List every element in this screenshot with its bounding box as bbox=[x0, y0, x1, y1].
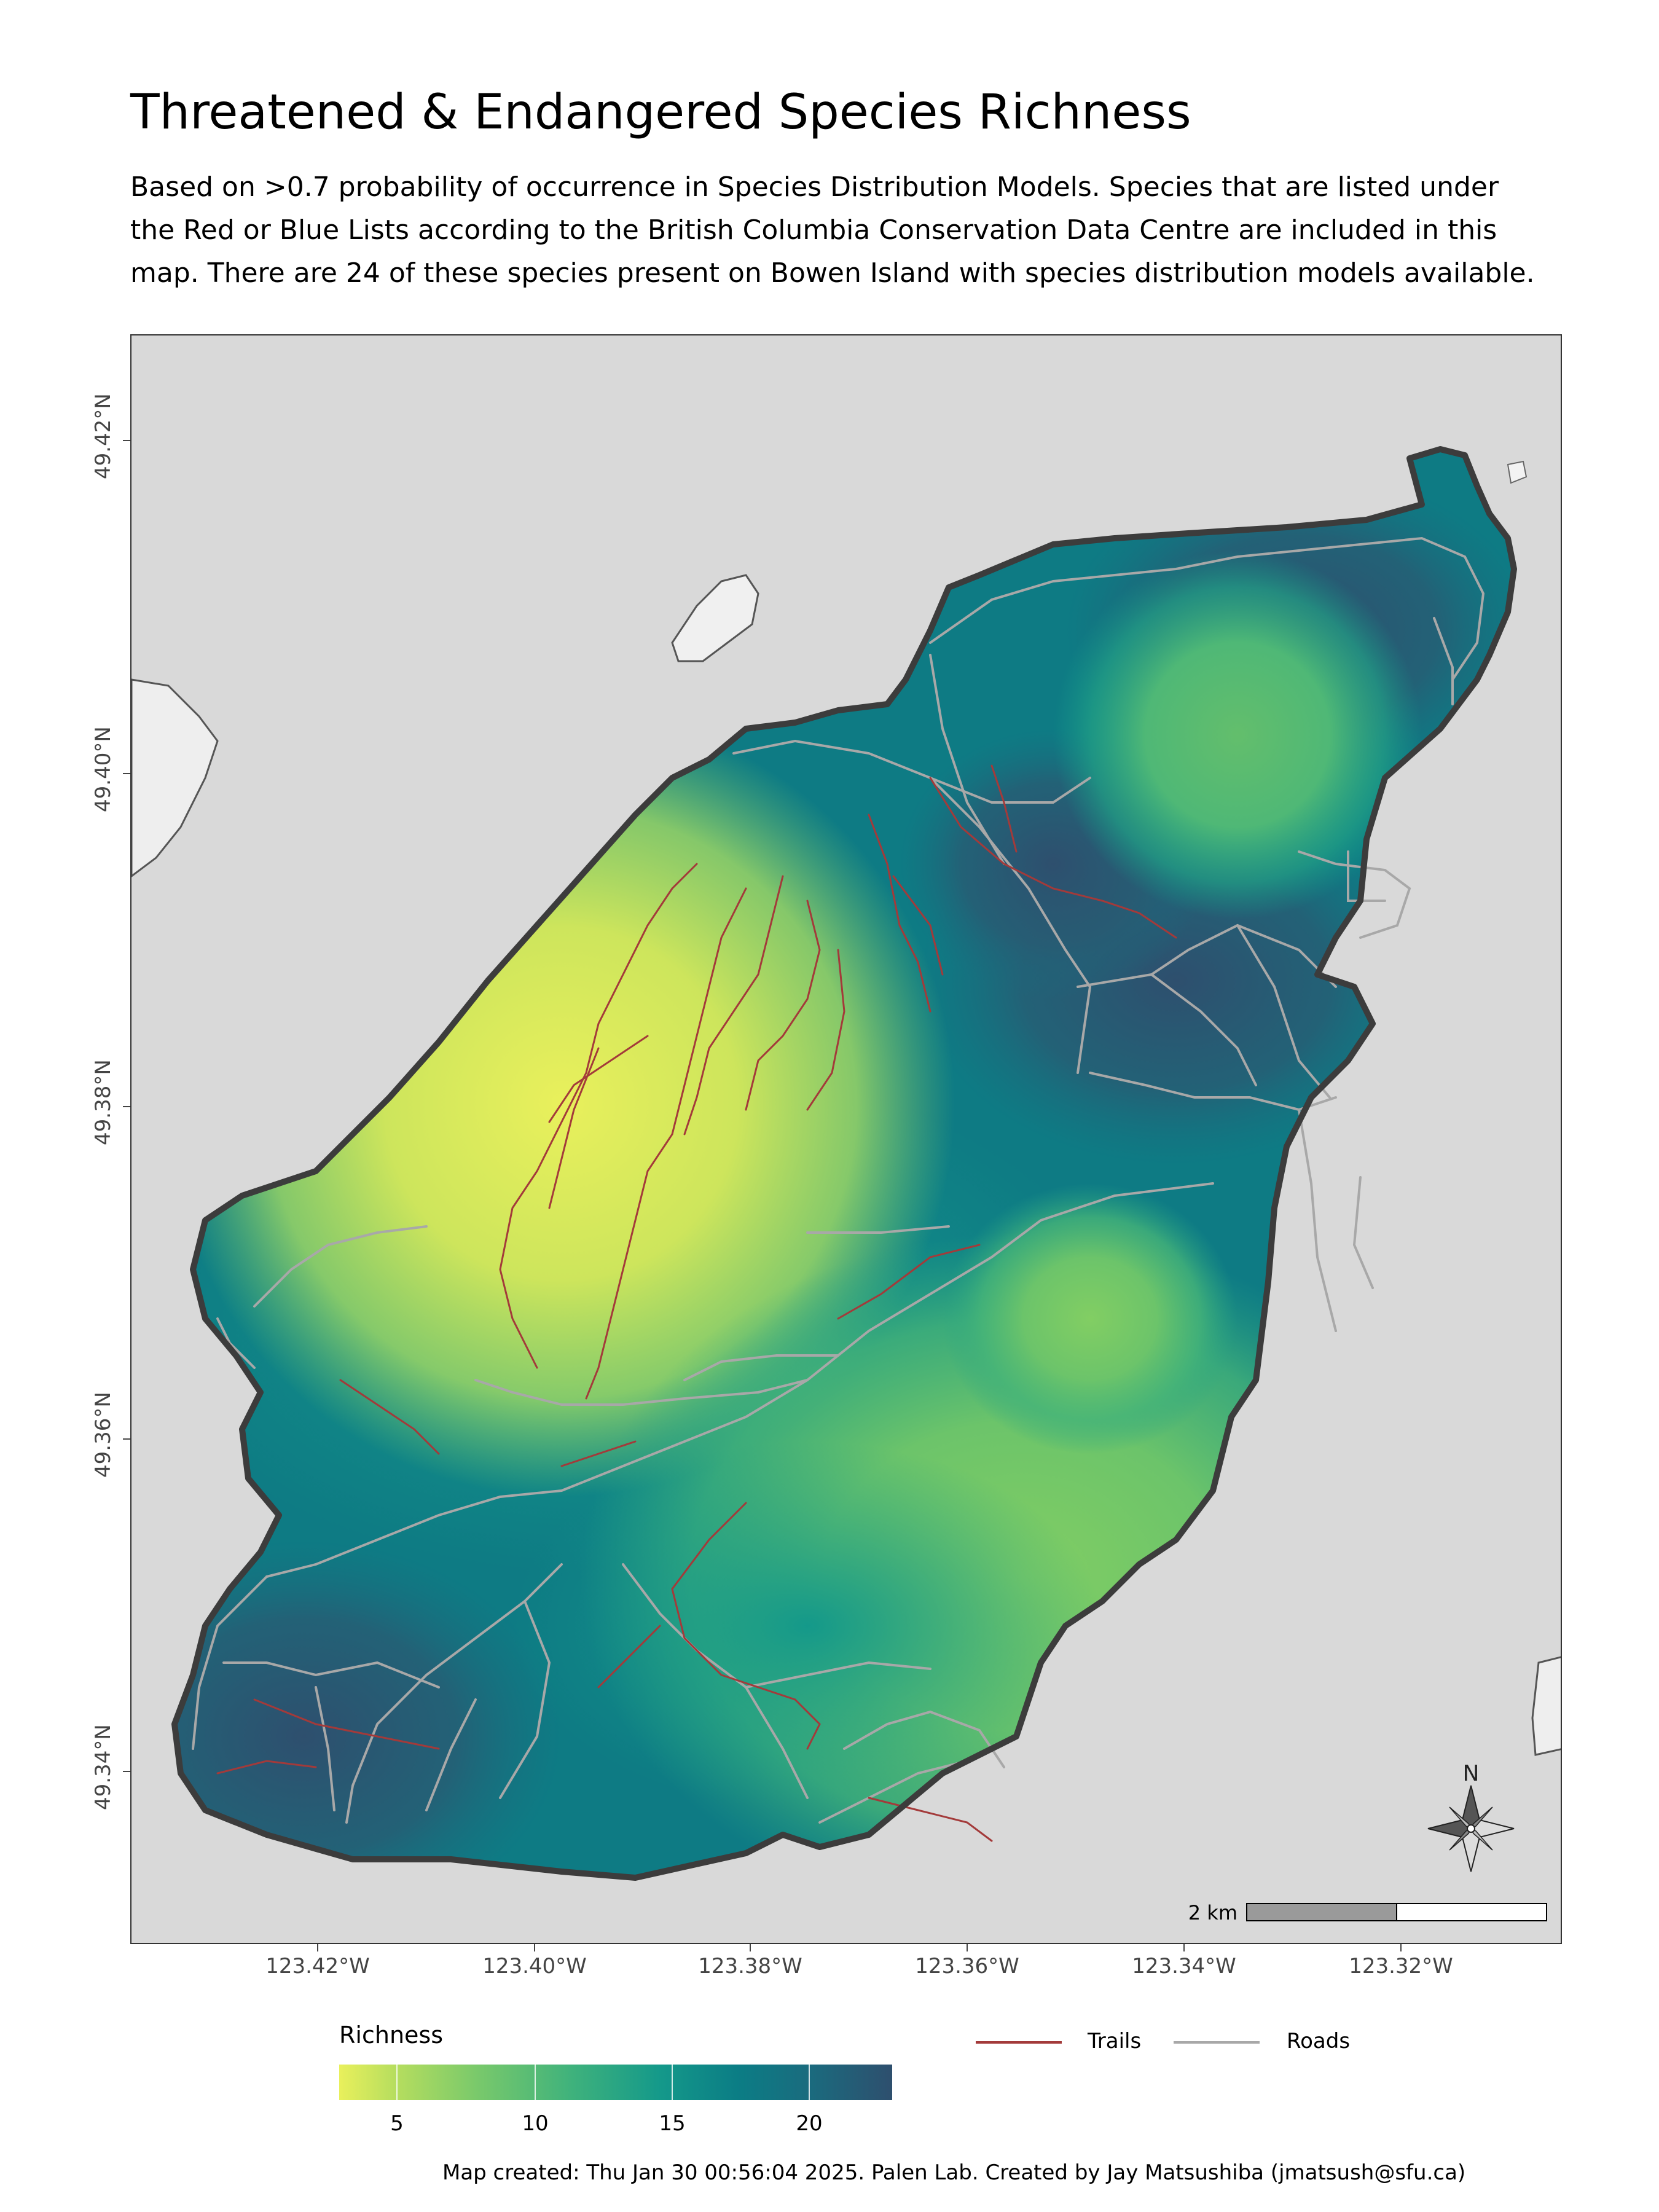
neighbour-islet-ne bbox=[1507, 460, 1528, 484]
x-tick-label: 123.38°W bbox=[698, 1954, 802, 1979]
north-arrow-label: N bbox=[1463, 1761, 1480, 1786]
y-tick-mark bbox=[123, 773, 130, 774]
richness-colorbar bbox=[339, 2065, 892, 2100]
colorbar-label: 5 bbox=[390, 2111, 404, 2136]
roads-legend-swatch bbox=[1174, 2041, 1260, 2044]
map-subtitle: Based on >0.7 probability of occurrence … bbox=[130, 171, 1535, 289]
island-outline bbox=[171, 446, 1517, 1881]
colorbar-tick bbox=[672, 2065, 673, 2100]
scale-bar: 2 km bbox=[1188, 1901, 1547, 1924]
x-tick-mark bbox=[1400, 1944, 1402, 1951]
x-tick-label: 123.40°W bbox=[482, 1954, 587, 1979]
y-tick-label: 49.42°N bbox=[91, 393, 116, 479]
x-tick-label: 123.34°W bbox=[1132, 1954, 1236, 1979]
x-tick-label: 123.36°W bbox=[915, 1954, 1019, 1979]
colorbar-tick bbox=[396, 2065, 398, 2100]
roads-layer bbox=[192, 536, 1485, 1824]
scale-bar-label: 2 km bbox=[1188, 1901, 1237, 1924]
x-tick-mark bbox=[967, 1944, 968, 1951]
x-tick-label: 123.32°W bbox=[1349, 1954, 1453, 1979]
map-caption: Map created: Thu Jan 30 00:56:04 2025. P… bbox=[442, 2160, 1466, 2185]
y-tick-mark bbox=[123, 1106, 130, 1107]
y-tick-mark bbox=[123, 1771, 130, 1772]
roads-legend-label: Roads bbox=[1287, 2029, 1351, 2053]
y-tick-label: 49.36°N bbox=[91, 1392, 116, 1478]
map-canvas: N 2 km bbox=[131, 446, 1561, 1924]
colorbar-label: 20 bbox=[796, 2111, 823, 2136]
map-title: Threatened & Endangered Species Richness bbox=[130, 85, 1191, 140]
colorbar-label: 15 bbox=[659, 2111, 686, 2136]
y-tick-mark bbox=[123, 1438, 130, 1440]
north-arrow: N bbox=[1427, 1761, 1515, 1872]
colorbar-label: 10 bbox=[522, 2111, 549, 2136]
x-tick-mark bbox=[750, 1944, 751, 1951]
trails-layer bbox=[216, 764, 1177, 1842]
x-tick-mark bbox=[317, 1944, 318, 1951]
trails-legend-swatch bbox=[976, 2041, 1062, 2044]
map-panel: N 2 km bbox=[130, 334, 1562, 1944]
neighbour-island-west bbox=[131, 678, 219, 877]
colorbar-tick bbox=[809, 2065, 810, 2100]
colorbar-tick bbox=[535, 2065, 536, 2100]
x-tick-mark bbox=[1183, 1944, 1185, 1951]
y-tick-label: 49.40°N bbox=[91, 726, 116, 812]
neighbour-island-north bbox=[671, 574, 759, 662]
x-tick-mark bbox=[534, 1944, 535, 1951]
y-tick-label: 49.38°N bbox=[91, 1059, 116, 1145]
x-tick-label: 123.42°W bbox=[265, 1954, 370, 1979]
trails-legend-label: Trails bbox=[1088, 2029, 1142, 2053]
y-tick-mark bbox=[123, 440, 130, 441]
y-tick-label: 49.34°N bbox=[91, 1724, 116, 1810]
legend-title: Richness bbox=[339, 2022, 443, 2049]
neighbour-island-east bbox=[1531, 1656, 1561, 1756]
